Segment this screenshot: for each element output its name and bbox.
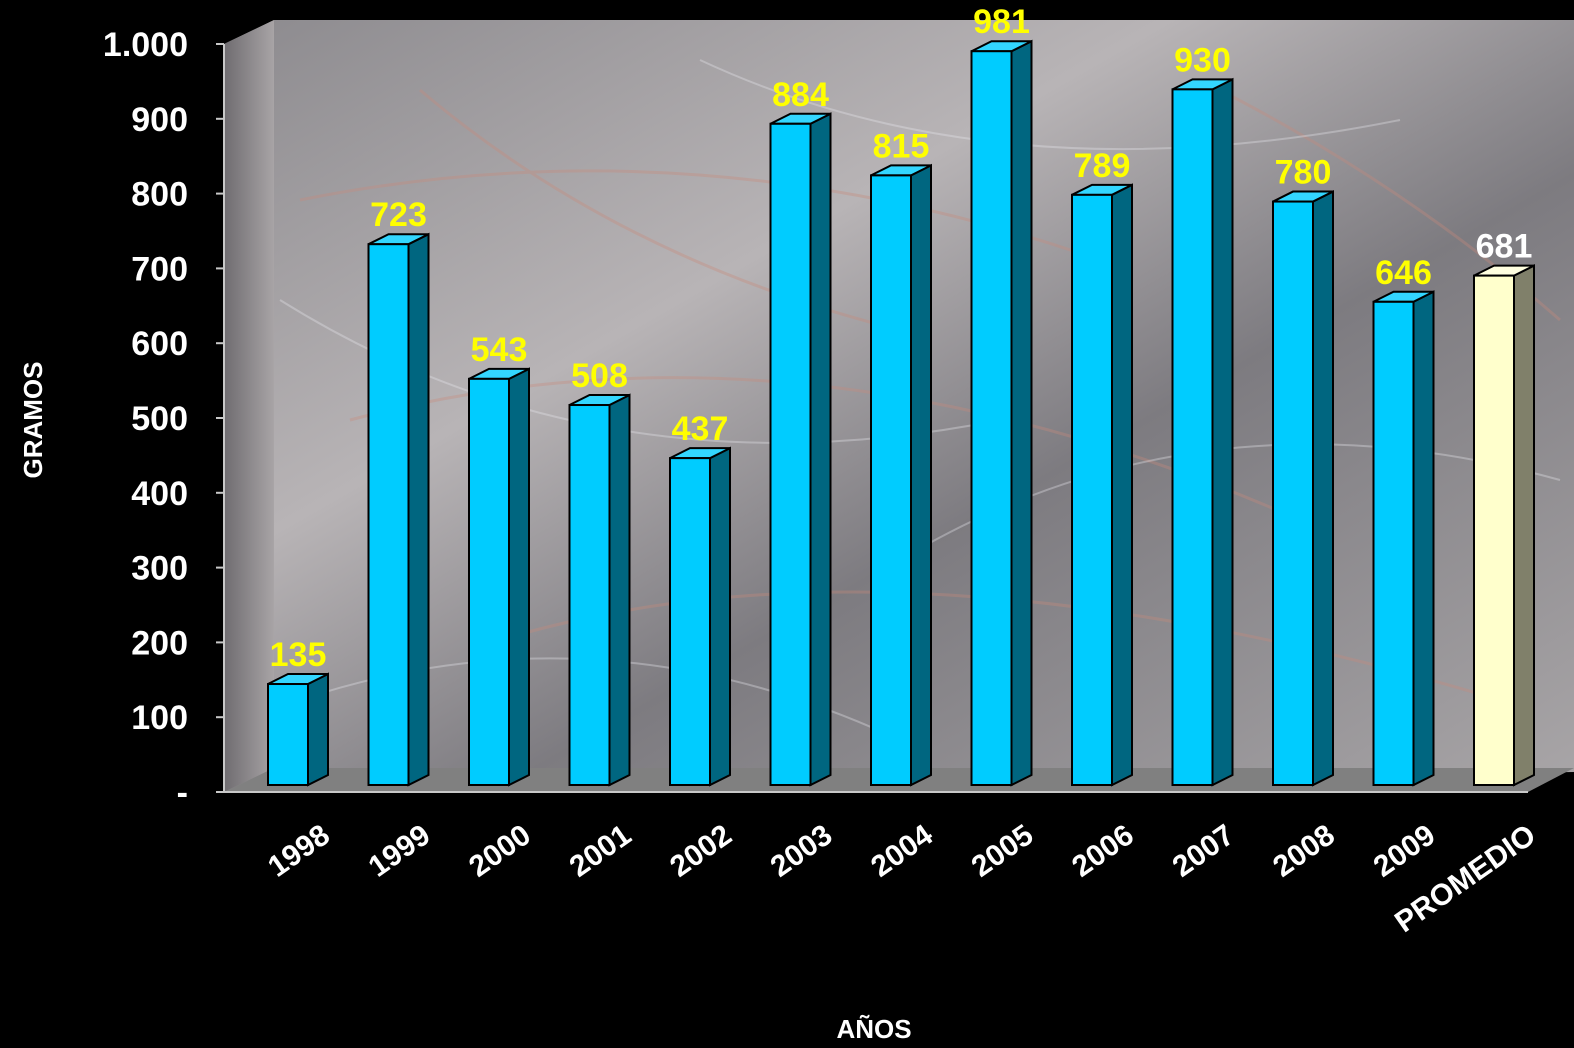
bar-1998: 135 — [267, 636, 329, 787]
bar-side-face — [407, 232, 430, 787]
data-label: 789 — [1074, 147, 1131, 185]
x-category-label: 1999 — [363, 818, 437, 883]
x-category-label: 2007 — [1167, 818, 1241, 883]
x-category-label: 1998 — [262, 818, 336, 883]
data-label: 681 — [1476, 228, 1533, 266]
x-category-label: 2005 — [966, 818, 1040, 883]
bar-2003: 884 — [769, 76, 832, 787]
data-label: 437 — [672, 410, 729, 448]
data-label: 930 — [1174, 41, 1231, 79]
x-category-label: 2004 — [865, 818, 939, 883]
bar-front-face — [568, 404, 611, 786]
y-tick-label: 1.000 — [103, 26, 188, 64]
bar-2004: 815 — [870, 127, 932, 787]
bar-front-face — [1171, 88, 1214, 787]
data-label: 815 — [873, 127, 930, 165]
bar-side-face — [1211, 77, 1234, 787]
data-label: 884 — [772, 76, 829, 114]
side-wall — [224, 20, 274, 792]
y-tick-label: 600 — [131, 325, 188, 363]
x-axis-title: AÑOS — [836, 1014, 911, 1044]
bar-front-face — [870, 174, 912, 786]
data-label: 780 — [1275, 154, 1332, 192]
bar-2008: 780 — [1272, 154, 1334, 787]
bar-front-face — [669, 457, 711, 786]
bar-front-face — [367, 243, 410, 787]
data-label: 981 — [973, 3, 1030, 41]
x-category-label: 2003 — [765, 818, 839, 883]
bar-side-face — [1010, 39, 1033, 787]
data-label: 723 — [370, 196, 427, 234]
bar-side-face — [1513, 263, 1535, 787]
y-tick-label: 300 — [131, 550, 188, 588]
y-tick-label: 100 — [131, 699, 188, 737]
bar-front-face — [970, 50, 1013, 787]
y-tick-label: 900 — [131, 101, 188, 139]
bar-front-face — [468, 377, 510, 786]
bar-side-face — [307, 672, 329, 787]
y-tick-label: - — [177, 774, 188, 812]
bar-front-face — [1272, 200, 1314, 786]
bar-side-face — [1412, 290, 1435, 787]
x-category-label: 2000 — [463, 818, 537, 883]
bar-side-face — [1111, 183, 1133, 787]
bar-front-face — [1372, 300, 1415, 786]
y-axis-ticks: - 100 200 300 400 500 600 700 800 900 1.000 — [103, 26, 224, 812]
bar-2000: 543 — [468, 331, 530, 787]
bar-side-face — [809, 112, 832, 787]
x-category-label: 2002 — [664, 818, 738, 883]
bar-1999: 723 — [367, 196, 430, 787]
y-axis-title: GRAMOS — [18, 362, 48, 479]
bar-2001: 508 — [568, 357, 631, 787]
y-tick-label: 700 — [131, 250, 188, 288]
bar-2009: 646 — [1372, 254, 1435, 787]
bar-2002: 437 — [669, 410, 731, 787]
x-category-label: 2006 — [1066, 818, 1140, 883]
bar-2007: 930 — [1171, 41, 1234, 787]
bar-2005: 981 — [970, 3, 1033, 787]
bar-side-face — [910, 163, 932, 787]
bar-front-face — [267, 683, 309, 787]
bar-front-face — [769, 122, 812, 786]
bar-front-face — [1473, 274, 1515, 786]
x-category-label: 2001 — [564, 818, 638, 883]
data-label: 135 — [270, 636, 327, 674]
data-label: 508 — [571, 357, 628, 395]
bar-side-face — [709, 446, 731, 787]
y-tick-label: 400 — [131, 475, 188, 513]
y-tick-label: 800 — [131, 176, 188, 214]
bar-side-face — [1312, 189, 1334, 787]
x-axis-categories: 1998 1999 2000 2001 2002 2003 2004 2005 2006 2007… — [262, 818, 1542, 939]
bar-2006: 789 — [1071, 147, 1133, 787]
bars: 135 723 543 508 437 884 815 981 789 930 780 646 681 — [267, 3, 1535, 787]
y-tick-label: 500 — [131, 400, 188, 438]
x-category-label: 2009 — [1368, 818, 1442, 883]
bar-side-face — [608, 393, 631, 787]
bar-front-face — [1071, 193, 1113, 786]
bar-promedio: 681 — [1473, 228, 1535, 787]
data-label: 543 — [471, 331, 528, 369]
x-category-label: 2008 — [1267, 818, 1341, 883]
bar-side-face — [508, 367, 530, 787]
y-tick-label: 200 — [131, 624, 188, 662]
data-label: 646 — [1375, 254, 1432, 292]
